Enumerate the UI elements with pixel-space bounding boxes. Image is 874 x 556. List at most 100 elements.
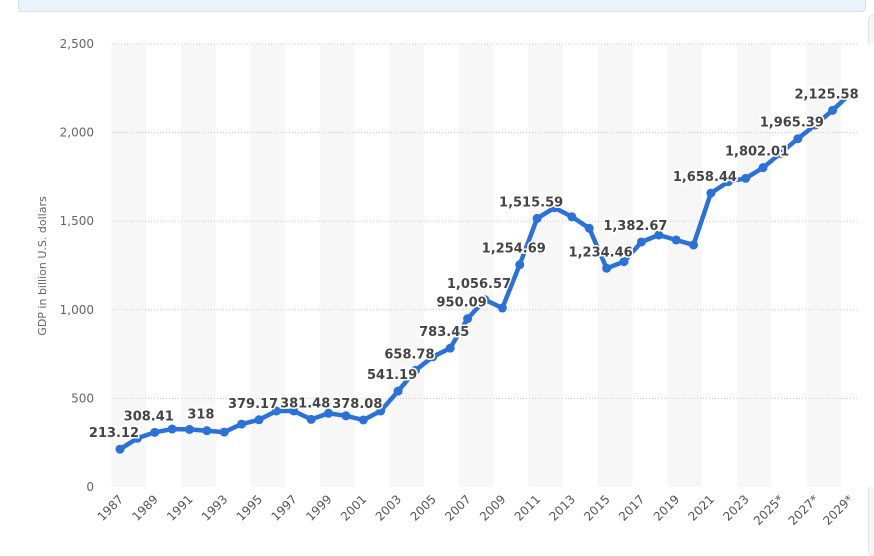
- data-label: 658.78: [384, 347, 434, 362]
- data-point: [706, 188, 716, 198]
- y-tick-label: 1,000: [60, 303, 94, 317]
- y-tick-label: 2,000: [60, 126, 94, 140]
- data-label: 541.19: [367, 368, 417, 383]
- data-point: [393, 386, 403, 396]
- data-point: [376, 406, 386, 416]
- data-point: [150, 427, 160, 437]
- data-point: [445, 343, 455, 353]
- data-point: [775, 148, 785, 158]
- column-band: [771, 44, 807, 487]
- data-label: 1,965.39: [760, 116, 824, 131]
- data-point: [654, 230, 664, 240]
- x-tick-label: 2003: [373, 492, 404, 523]
- data-point: [619, 257, 629, 267]
- data-point: [810, 120, 820, 130]
- data-point: [671, 235, 681, 245]
- data-label: 213.12: [89, 426, 139, 441]
- data-point: [185, 424, 195, 434]
- column-band: [389, 44, 425, 487]
- x-tick-label: 2019: [651, 492, 682, 523]
- y-tick-label: 1,500: [60, 214, 94, 228]
- data-label: 308.41: [124, 409, 174, 424]
- x-tick-label: 1989: [129, 492, 160, 523]
- data-point: [132, 433, 142, 443]
- data-label: 1,515.59: [499, 195, 563, 210]
- data-point: [428, 352, 438, 362]
- column-band: [841, 44, 874, 487]
- data-label: 1,658.44: [673, 170, 737, 185]
- data-point: [741, 173, 751, 183]
- column-band: [667, 44, 703, 487]
- data-point: [324, 408, 334, 418]
- x-tick-label: 1993: [199, 492, 230, 523]
- x-tick-label: 1999: [303, 492, 334, 523]
- x-tick-label: 1987: [95, 492, 126, 523]
- data-point: [758, 163, 768, 173]
- data-point: [550, 203, 559, 213]
- x-tick-label: 1995: [234, 492, 265, 523]
- y-axis-ticks: 0 500 1,000 1,500 2,000 2,500: [60, 37, 94, 494]
- data-label: 950.09: [437, 296, 487, 311]
- column-band: [424, 44, 459, 487]
- data-point: [341, 411, 351, 421]
- x-tick-label: 2007: [442, 492, 473, 523]
- column-band: [111, 44, 147, 487]
- data-point: [167, 424, 177, 434]
- data-label: 1,382.67: [603, 219, 667, 234]
- data-label: 381.48: [280, 396, 330, 411]
- column-band: [319, 44, 355, 487]
- data-point: [237, 419, 247, 429]
- column-band: [563, 44, 598, 487]
- data-label: 1,234.46: [569, 245, 633, 260]
- data-point: [723, 177, 733, 187]
- y-tick-label: 2,500: [60, 37, 94, 51]
- x-axis-ticks: 1987 1989 1991 1993 1995 1997 1999 2001 2003 2005…: [95, 492, 856, 528]
- x-tick-label: 2015: [581, 492, 612, 523]
- data-point: [289, 406, 299, 416]
- column-band: [146, 44, 181, 487]
- y-axis-label: GDP in billion U.S. dollars: [36, 196, 49, 336]
- column-bands: [111, 44, 874, 487]
- data-point: [584, 223, 594, 233]
- y-tick-label: 0: [86, 480, 94, 494]
- top-banner: [18, 0, 866, 12]
- data-point: [306, 414, 316, 424]
- data-point: [463, 314, 473, 324]
- x-tick-label: 1991: [164, 492, 195, 523]
- data-point: [219, 427, 229, 437]
- y-tick-label: 500: [71, 391, 94, 405]
- data-point: [480, 295, 490, 305]
- x-tick-label: 2009: [477, 492, 508, 523]
- column-band: [528, 44, 564, 487]
- data-label: 1,056.57: [447, 277, 511, 292]
- x-tick-label: 2021: [686, 492, 717, 523]
- x-tick-label: 2023: [720, 492, 751, 523]
- x-tick-label: 2027*: [786, 492, 822, 528]
- data-label: 378.08: [332, 397, 382, 412]
- data-point: [828, 105, 838, 115]
- data-label: 1,254.69: [482, 242, 546, 257]
- x-tick-label: 2029*: [820, 492, 856, 528]
- data-point: [202, 426, 212, 436]
- column-band: [458, 44, 494, 487]
- gridlines: [112, 43, 858, 399]
- column-band: [215, 44, 251, 487]
- data-point: [567, 212, 577, 222]
- x-tick-label: 2013: [547, 492, 578, 523]
- data-point: [689, 240, 699, 250]
- data-point: [271, 406, 281, 416]
- x-tick-label: 2025*: [751, 492, 787, 528]
- data-labels: 213.12 308.41 318 379.17 381.48 378.08 541.19 6…: [87, 86, 860, 443]
- data-point: [602, 263, 612, 273]
- data-point: [358, 415, 368, 425]
- column-band: [702, 44, 737, 487]
- data-point: [845, 89, 855, 99]
- data-point: [497, 303, 507, 313]
- data-points: [115, 89, 855, 454]
- data-label: 379.17: [228, 397, 278, 412]
- data-point: [793, 134, 803, 144]
- data-point: [515, 260, 525, 270]
- x-tick-label: 2001: [338, 492, 369, 523]
- column-band: [736, 44, 772, 487]
